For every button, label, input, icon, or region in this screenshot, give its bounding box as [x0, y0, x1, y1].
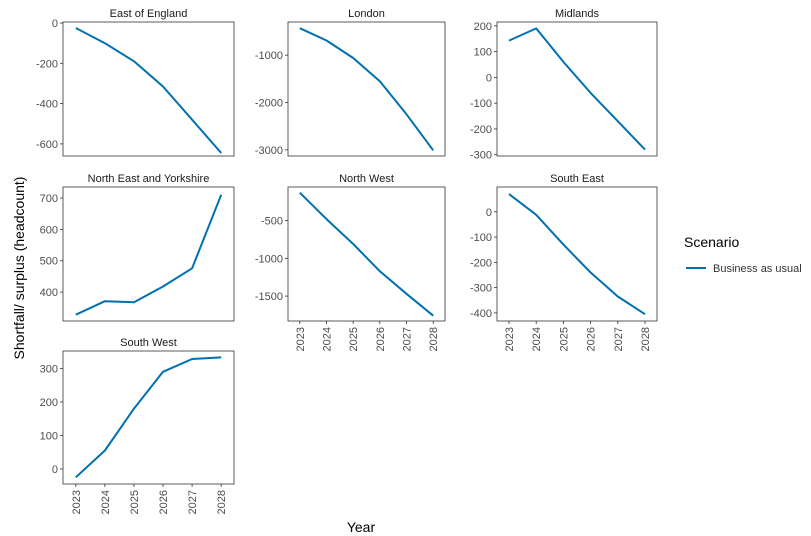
x-tick-label: 2025 — [348, 327, 360, 351]
y-tick-label: 200 — [474, 21, 492, 33]
series-line-business-as-usual — [75, 194, 223, 316]
x-tick-label: 2023 — [504, 327, 516, 351]
panel-frame — [62, 350, 235, 485]
y-tick-label: -200 — [470, 257, 492, 269]
y-tick-label: 0 — [486, 72, 492, 84]
panel-south-east: South East 0 -100 -200 -300 -400 2023 2024 2025 2… — [470, 173, 658, 351]
x-tick-label: 2027 — [187, 490, 199, 514]
x-tick-label: 2027 — [613, 327, 625, 351]
panel-frame — [62, 21, 235, 157]
y-axis-label: Shortfall/ surplus (headcount) — [11, 177, 27, 360]
panel-south-west: South West 0 100 200 300 2023 2024 2025 2026 2027… — [40, 337, 235, 514]
x-tick-label: 2025 — [558, 327, 570, 351]
x-tick-label: 2023 — [71, 490, 83, 514]
x-tick-label: 2028 — [640, 327, 652, 351]
y-tick-label: -400 — [36, 99, 58, 111]
y-tick-label: 600 — [40, 224, 58, 236]
panel-north-west: North West -500 -1000 -1500 2023 2024 2025 2026… — [255, 173, 446, 351]
x-tick-label: 2026 — [586, 327, 598, 351]
y-tick-label: -500 — [261, 216, 283, 228]
panel-frame — [62, 186, 235, 322]
y-tick-label: -300 — [470, 150, 492, 162]
y-tick-label: -400 — [470, 308, 492, 320]
panel-title-south-east: South East — [550, 173, 604, 185]
x-tick-label: 2024 — [100, 490, 112, 514]
x-tick-label: 2026 — [158, 490, 170, 514]
x-tick-label: 2025 — [129, 490, 141, 514]
panel-midlands: Midlands 200 100 0 -100 -200 -300 — [470, 8, 658, 162]
y-tick-label: 400 — [40, 287, 58, 299]
panel-title-north-east-and-yorkshire: North East and Yorkshire — [88, 173, 210, 185]
y-tick-label: -100 — [470, 232, 492, 244]
y-tick-label: 0 — [52, 18, 58, 30]
panel-title-london: London — [348, 8, 385, 20]
y-tick-label: -100 — [470, 98, 492, 110]
panel-title-east-of-england: East of England — [110, 8, 188, 20]
y-tick-label: 700 — [40, 193, 58, 205]
y-tick-label: 200 — [40, 397, 58, 409]
panel-title-north-west: North West — [339, 173, 394, 185]
y-tick-label: -1500 — [255, 291, 283, 303]
x-axis-label: Year — [347, 519, 376, 535]
y-tick-label: -600 — [36, 139, 58, 151]
series-line-business-as-usual — [75, 27, 222, 154]
y-tick-label: 500 — [40, 256, 58, 268]
x-tick-label: 2024 — [531, 327, 543, 351]
panel-title-midlands: Midlands — [555, 8, 600, 20]
y-tick-label: -200 — [36, 58, 58, 70]
y-tick-label: 0 — [52, 464, 58, 476]
x-tick-label: 2024 — [321, 327, 333, 351]
panel-frame — [496, 186, 658, 322]
x-tick-label: 2028 — [428, 327, 440, 351]
panel-north-east-and-yorkshire: North East and Yorkshire 400 500 600 700 — [40, 173, 235, 322]
y-tick-label: -200 — [470, 124, 492, 136]
x-tick-label: 2023 — [295, 327, 307, 351]
legend-entry-business-as-usual: Business as usual — [713, 263, 802, 275]
x-tick-label: 2027 — [402, 327, 414, 351]
series-line-business-as-usual — [508, 27, 646, 151]
y-tick-label: -2000 — [255, 97, 283, 109]
x-tick-label: 2028 — [216, 490, 228, 514]
y-tick-label: -300 — [470, 283, 492, 295]
series-line-business-as-usual — [299, 27, 435, 151]
y-tick-label: 300 — [40, 363, 58, 375]
series-line-business-as-usual — [75, 356, 222, 479]
y-tick-label: -1000 — [255, 253, 283, 265]
legend: Scenario Business as usual — [684, 234, 802, 275]
panel-frame — [287, 186, 446, 322]
y-tick-label: 100 — [474, 47, 492, 59]
y-tick-label: -1000 — [255, 50, 283, 62]
panel-east-of-england: East of England 0 -200 -400 -600 — [36, 8, 235, 157]
series-line-business-as-usual — [508, 193, 646, 316]
panel-frame — [287, 21, 446, 157]
legend-title: Scenario — [684, 234, 739, 250]
panel-frame — [496, 21, 658, 157]
y-tick-label: -3000 — [255, 145, 283, 157]
panel-london: London -1000 -2000 -3000 — [255, 8, 446, 157]
y-tick-label: 100 — [40, 430, 58, 442]
panel-title-south-west: South West — [120, 337, 177, 349]
x-tick-label: 2026 — [375, 327, 387, 351]
series-line-business-as-usual — [299, 191, 434, 317]
y-tick-label: 0 — [486, 207, 492, 219]
